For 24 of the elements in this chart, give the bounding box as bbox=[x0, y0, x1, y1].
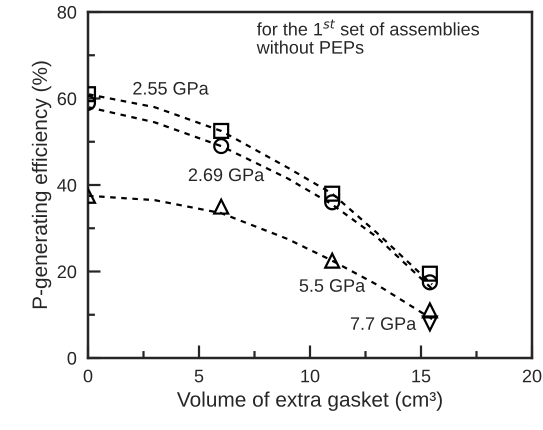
y-tick-label: 60 bbox=[58, 92, 76, 106]
annotation: 7.7 GPa bbox=[350, 317, 416, 330]
annotation: 2.55 GPa bbox=[133, 82, 209, 95]
annotation: 5.5 GPa bbox=[300, 279, 366, 292]
x-tick-label: 0 bbox=[84, 370, 92, 382]
y-tick-label: 40 bbox=[57, 178, 76, 192]
point bbox=[422, 302, 438, 318]
x-tick-label: 10 bbox=[301, 370, 320, 382]
point bbox=[422, 266, 438, 282]
annotation: for the 1$^{st}$ set of assemblies without PEPs bbox=[256, 20, 480, 54]
point bbox=[324, 252, 340, 269]
point bbox=[324, 186, 340, 202]
x-axis-title: Volume of extra gasket (cm³) bbox=[176, 392, 442, 411]
x-tick-label: 15 bbox=[412, 370, 430, 382]
point bbox=[422, 315, 438, 332]
point bbox=[422, 274, 438, 290]
x-tick-label: 5 bbox=[194, 370, 204, 382]
annotation: 2.69 GPa bbox=[188, 168, 264, 182]
y-tick-label: 20 bbox=[58, 265, 76, 278]
y-tick-label: 80 bbox=[58, 6, 76, 19]
x-tick-label: 20 bbox=[522, 370, 542, 382]
point bbox=[324, 194, 340, 210]
y-axis-title: P-generating efficiency (%) bbox=[32, 61, 52, 308]
y-tick-label: 0 bbox=[68, 352, 76, 365]
